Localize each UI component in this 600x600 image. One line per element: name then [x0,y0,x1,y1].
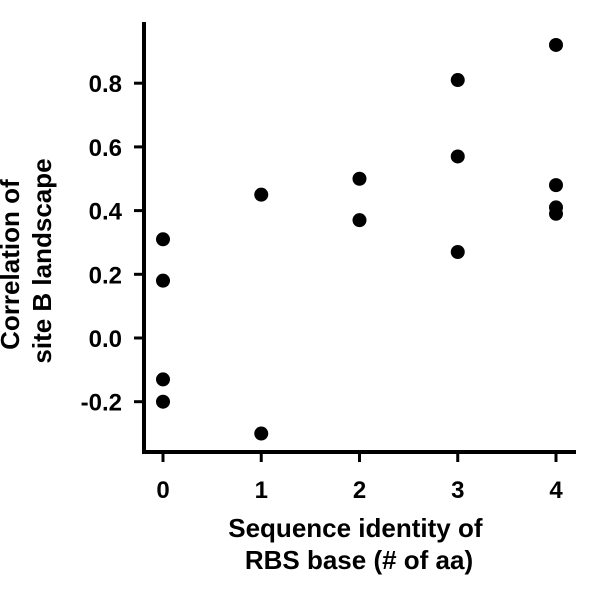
data-point [254,187,269,202]
y-tick-label: 0.0 [89,326,122,353]
data-point [450,73,465,88]
data-point [156,273,170,288]
x-tick-label: 4 [549,477,563,504]
y-tick-label: 0.8 [89,71,122,98]
data-point [450,149,465,164]
y-tick-label: -0.2 [81,390,122,417]
x-axis-title-line-1: Sequence identity of [228,513,483,543]
data-point [156,232,170,247]
data-points [156,37,563,441]
y-tick-label: 0.4 [89,199,123,226]
x-tick-label: 3 [451,477,464,504]
data-point [352,213,367,228]
x-axis-ticks: 0 1 2 3 4 [156,452,563,504]
data-point [549,178,563,193]
data-point [549,37,563,52]
x-tick-label: 0 [156,477,169,504]
data-point [450,245,465,260]
y-axis-ticks: -0.2 0.0 0.2 0.4 0.6 0.8 [81,71,144,417]
x-axis-title: Sequence identity of RBS base (# of aa) [228,513,490,575]
y-axis-title: Correlation of site B landscape [0,158,57,363]
data-point [549,206,563,221]
data-point [352,171,367,186]
y-axis-title-line-2: site B landscape [27,158,57,363]
data-point [156,372,170,387]
x-axis-title-line-2: RBS base (# of aa) [245,545,473,575]
data-point [254,426,269,441]
y-axis-title-line-1: Correlation of [0,179,25,350]
y-tick-label: 0.2 [89,262,122,289]
y-tick-label: 0.6 [89,135,122,162]
x-tick-label: 1 [255,477,268,504]
x-tick-label: 2 [353,477,366,504]
data-point [156,394,170,409]
